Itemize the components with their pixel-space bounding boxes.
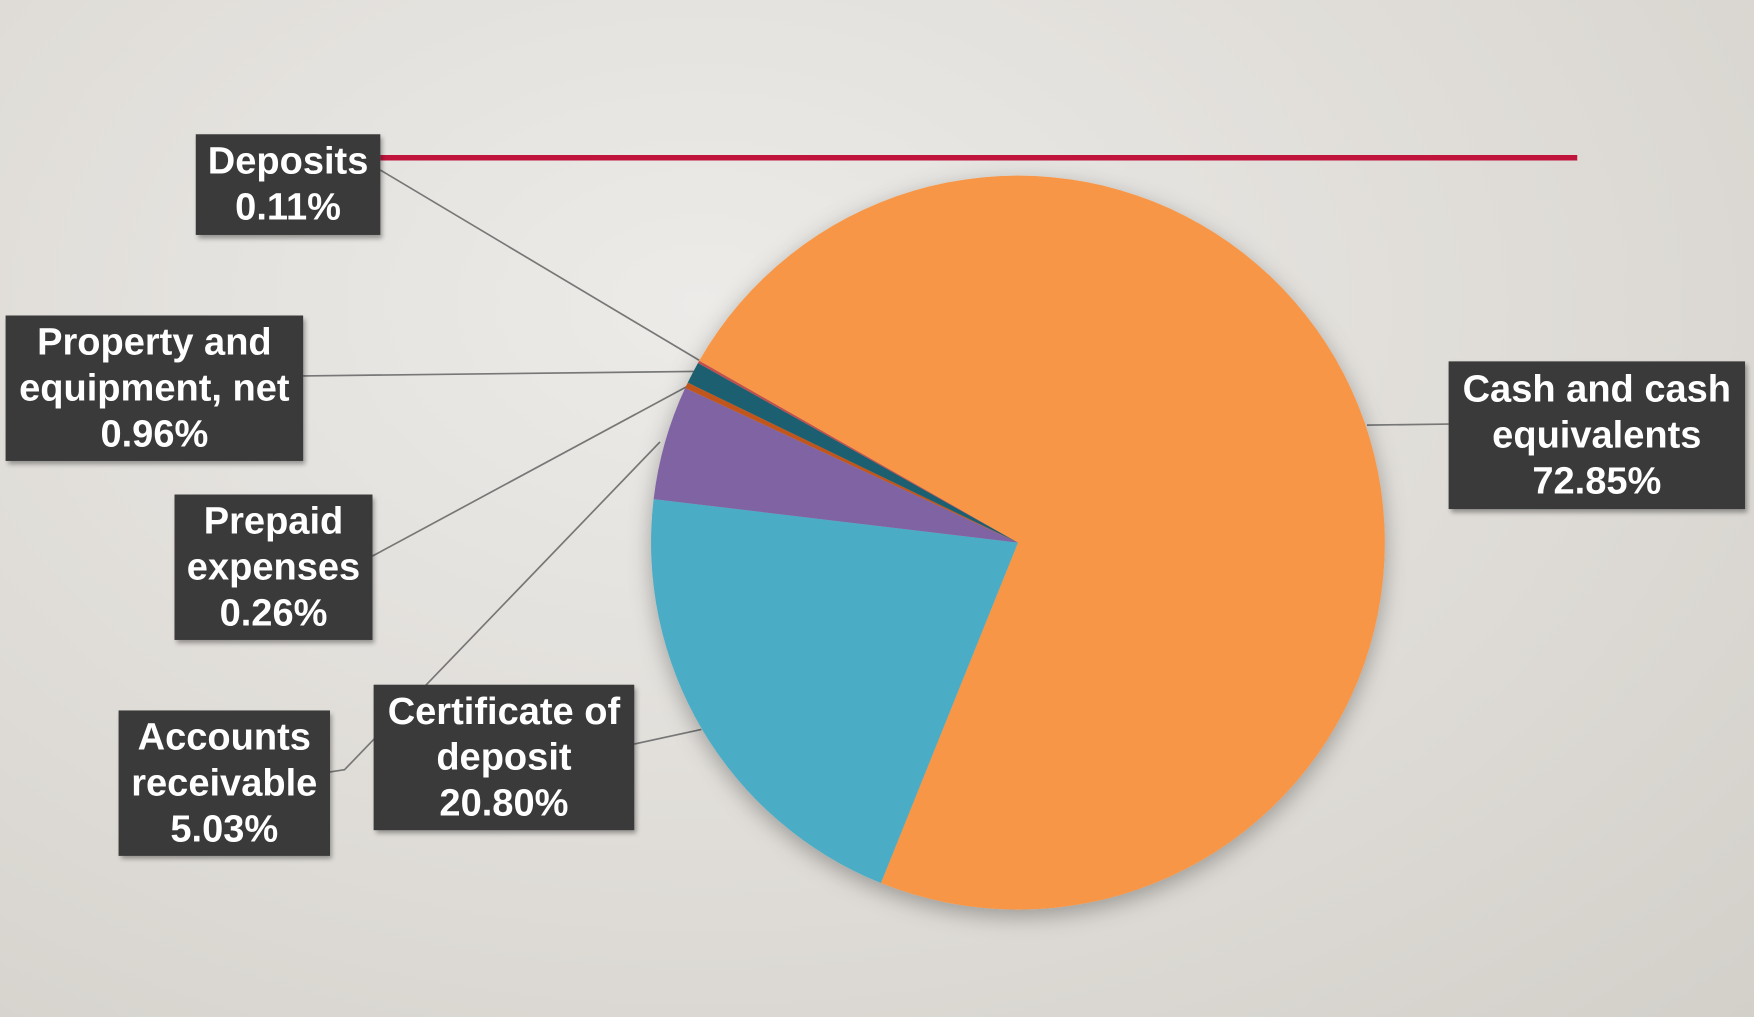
pie-slice	[699, 175, 1385, 910]
leader-line	[329, 441, 661, 773]
value-label: 72.85%	[1532, 459, 1662, 502]
pie-slice	[697, 360, 1018, 543]
category-label: Deposits	[207, 139, 369, 183]
value-label: 0.26%	[219, 591, 328, 634]
pie-slice	[653, 388, 1018, 543]
value-label: 20.80%	[439, 781, 569, 825]
value-label: 0.96%	[100, 412, 209, 455]
pie-slice	[687, 363, 1018, 543]
category-label: Accounts receivable	[131, 715, 318, 804]
value-label: 5.03%	[170, 807, 279, 850]
leader-line	[303, 370, 694, 377]
leader-lines	[303, 169, 1449, 773]
data-label: Prepaid expenses 0.26%	[174, 494, 373, 640]
data-label: Cash and cash equivalents 72.85%	[1448, 361, 1746, 510]
leader-line	[634, 728, 702, 745]
leader-line	[1366, 423, 1449, 426]
data-label: Certificate of deposit 20.80%	[373, 684, 635, 831]
data-label: Property and equipment, net 0.96%	[5, 315, 304, 461]
pie-slice	[651, 499, 1018, 884]
leader-line	[379, 169, 700, 361]
category-label: Cash and cash equivalents	[1462, 367, 1732, 456]
category-label: Prepaid expenses	[186, 499, 361, 588]
data-label: Deposits 0.11%	[195, 134, 381, 235]
pie	[651, 175, 1385, 910]
data-label: Accounts receivable 5.03%	[118, 710, 330, 856]
pie-slice	[685, 382, 1018, 543]
category-label: Property and equipment, net	[19, 320, 290, 409]
leader-line	[372, 385, 689, 557]
value-label: 0.11%	[235, 185, 341, 229]
category-label: Certificate of deposit	[387, 689, 621, 779]
